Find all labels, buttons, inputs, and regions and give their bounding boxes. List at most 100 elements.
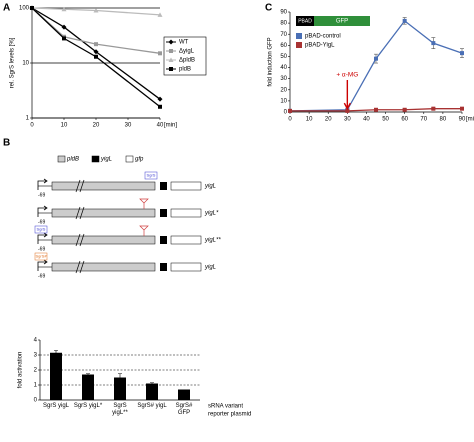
legend-swatch	[296, 33, 302, 39]
x-tick-label: SgrS yigL*	[73, 403, 103, 409]
y-tick-label: 1	[26, 116, 30, 122]
legend-swatch	[296, 42, 302, 48]
x-tick-label: 30	[125, 123, 132, 129]
y-tick-label: 40	[280, 65, 287, 71]
inset-label: PBAD	[298, 18, 312, 24]
marker	[62, 36, 66, 41]
legend-swatch	[91, 155, 100, 163]
y-tick-label: 2	[34, 368, 38, 374]
x-tick-label: SgrS yigL**	[112, 403, 128, 416]
row-label: yigL	[204, 184, 216, 190]
marker	[460, 106, 464, 111]
x-tick-label: 0	[288, 117, 292, 123]
inset-gene	[314, 16, 370, 26]
gene-pldB	[51, 181, 156, 191]
gene-yigL	[160, 236, 167, 244]
marker	[345, 108, 350, 113]
annotation-arrow	[343, 80, 351, 111]
y-axis-label: fold activation	[18, 352, 24, 389]
gene-gfp	[170, 262, 202, 272]
marker	[374, 107, 378, 112]
x-tick-label: SgrS# yigL	[137, 403, 167, 409]
x-tick-label: 40	[363, 117, 370, 123]
y-tick-label: 60	[280, 43, 287, 49]
legend-label: pldB	[66, 157, 79, 163]
gene-gfp	[170, 235, 202, 245]
error-bar	[118, 373, 122, 382]
site-label: SgrS	[37, 227, 46, 232]
legend-label: reporter plasmid	[208, 412, 251, 418]
error-bar	[150, 382, 154, 385]
break-mark	[75, 260, 85, 274]
y-tick-label: 90	[280, 10, 287, 16]
y-tick-label: 10	[22, 61, 29, 67]
x-tick-label: 60	[401, 117, 408, 123]
annotation: + α-MG	[336, 72, 358, 79]
start-label: -69	[38, 219, 45, 225]
y-tick-label: 3	[34, 353, 38, 359]
y-tick-label: 0	[284, 110, 288, 116]
x-axis-label: [min]	[164, 123, 177, 129]
panel-label: A	[3, 3, 10, 14]
marker	[93, 49, 99, 55]
promoter-arrow	[37, 178, 48, 190]
bar	[178, 389, 190, 400]
bar	[114, 377, 126, 400]
x-tick-label: SgrS yigL	[42, 403, 69, 409]
gene-gfp	[170, 208, 202, 218]
marker	[168, 39, 174, 45]
marker	[168, 57, 174, 62]
x-tick-label: SgrS# GFP	[175, 403, 193, 416]
marker	[94, 54, 98, 59]
marker	[157, 96, 163, 102]
y-tick-label: 20	[280, 87, 287, 93]
legend-label: yigL	[100, 157, 112, 163]
x-tick-label: 20	[325, 117, 332, 123]
marker	[93, 8, 99, 13]
marker	[158, 104, 162, 109]
marker	[288, 108, 292, 113]
x-tick-label: 0	[30, 123, 34, 129]
x-tick-label: 80	[440, 117, 447, 123]
break-mark	[75, 233, 85, 247]
break-mark	[75, 179, 85, 193]
series-line	[31, 7, 161, 54]
x-tick-label: 70	[420, 117, 427, 123]
marker	[30, 6, 34, 10]
y-axis-label: fold induction GFP	[268, 37, 274, 86]
y-tick-label: 50	[280, 54, 287, 60]
legend-swatch	[125, 155, 134, 163]
inset-promoter	[296, 16, 314, 26]
row-label: yigL*	[204, 211, 219, 217]
y-tick-label: 30	[280, 76, 287, 82]
y-tick-label: 4	[34, 338, 38, 344]
bar	[146, 383, 158, 400]
marker	[402, 18, 407, 23]
marker	[374, 56, 378, 61]
marker	[158, 51, 162, 56]
marker	[402, 107, 407, 112]
bar	[82, 374, 94, 400]
legend-swatch	[57, 155, 66, 163]
y-tick-label: 80	[280, 21, 287, 27]
panel-label: C	[265, 3, 272, 14]
y-tick-label: 10	[280, 98, 287, 104]
y-tick-label: 70	[280, 32, 287, 38]
start-label: -69	[38, 273, 45, 279]
error-bar	[54, 350, 58, 355]
site-box	[144, 171, 158, 180]
x-tick-label: 40	[157, 123, 164, 129]
promoter-arrow	[37, 259, 48, 271]
x-tick-label: 20	[93, 123, 100, 129]
series-line	[290, 108, 462, 112]
site-box	[34, 225, 48, 234]
inset-label: GFP	[336, 19, 348, 25]
legend-label: sRNA variant	[208, 404, 243, 410]
y-tick-label: 1	[34, 383, 38, 389]
legend-label: ΔpldB	[179, 58, 195, 64]
y-tick-label: 0	[34, 398, 38, 404]
error-bar	[86, 373, 90, 376]
x-tick-label: 10	[61, 123, 68, 129]
marker	[61, 24, 67, 30]
